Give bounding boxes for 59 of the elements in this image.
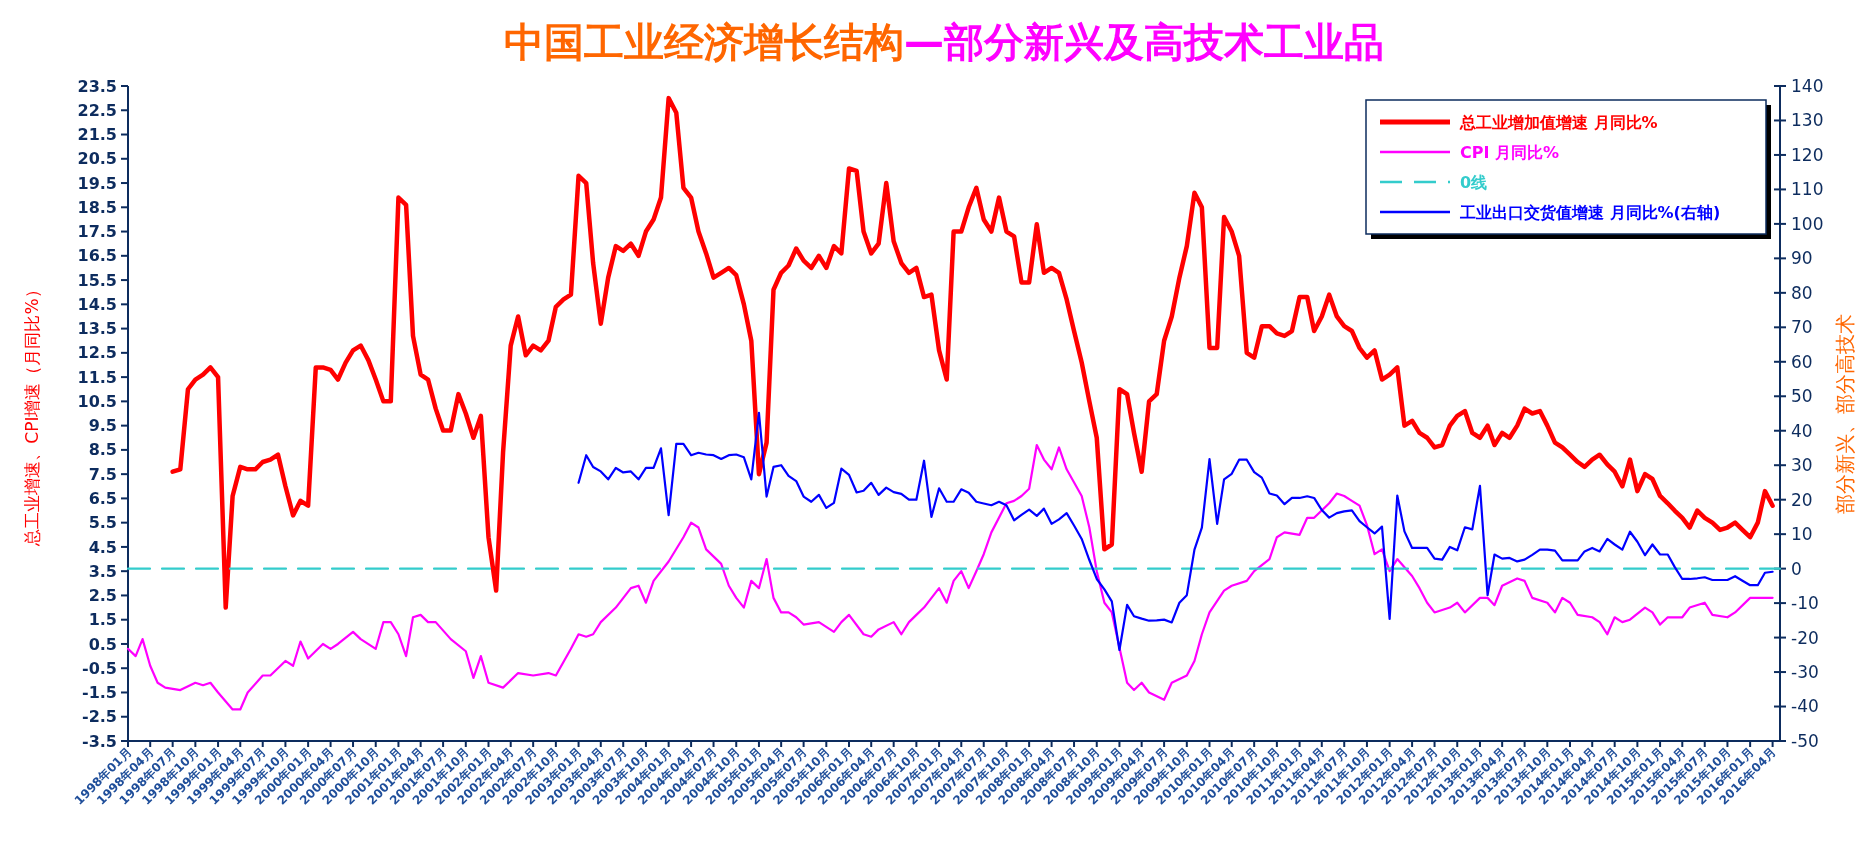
y2-tick-label: 60: [1791, 351, 1813, 372]
y-tick-label: 18.5: [77, 197, 117, 217]
chart-subtitle: —部分新兴及高技术工业品: [904, 19, 1384, 65]
y2-tick-label: 50: [1791, 386, 1813, 407]
y2-tick-label: -10: [1791, 593, 1819, 614]
y2-tick-label: 90: [1791, 248, 1813, 269]
y2-tick-label: 20: [1791, 489, 1813, 510]
legend-label: 工业出口交货值增速 月同比%(右轴): [1459, 202, 1721, 222]
y2-tick-label: -40: [1791, 696, 1819, 717]
y2-axis-title: 部分新兴、部分高技术: [1833, 313, 1857, 514]
y-axis-title: 总工业增速、CPI增速（月同比%）: [22, 281, 42, 547]
y2-tick-label: 80: [1791, 282, 1813, 303]
y2-tick-label: 140: [1791, 75, 1824, 96]
y-tick-label: 13.5: [77, 319, 117, 339]
line-series: [577, 411, 1774, 652]
y-tick-label: 2.5: [88, 586, 117, 606]
y-tick-label: 11.5: [77, 367, 117, 387]
y-tick-label: -2.5: [82, 707, 117, 727]
y2-tick-label: 30: [1791, 455, 1813, 476]
y2-tick-label: 70: [1791, 317, 1813, 338]
y2-tick-label: -30: [1791, 662, 1819, 682]
y2-tick-label: -50: [1791, 730, 1819, 751]
y-tick-label: 9.5: [88, 416, 117, 436]
y2-tick-label: 120: [1791, 144, 1824, 165]
y-tick-label: -0.5: [82, 658, 117, 678]
y-tick-label: 19.5: [77, 173, 117, 193]
y-tick-label: 15.5: [77, 270, 117, 290]
y-tick-label: 23.5: [77, 76, 117, 96]
chart-title: 中国工业经济增长结构: [504, 19, 904, 65]
y2-tick-label: 10: [1791, 524, 1813, 545]
y-tick-label: 10.5: [77, 391, 117, 411]
y-tick-label: 8.5: [88, 440, 117, 460]
y2-tick-label: -20: [1791, 627, 1819, 648]
y-tick-label: 3.5: [88, 561, 117, 581]
y-tick-label: 22.5: [77, 100, 117, 120]
y-tick-label: 6.5: [88, 489, 117, 509]
y2-tick-label: 130: [1791, 110, 1824, 131]
y-tick-label: 1.5: [88, 610, 117, 630]
y-tick-label: -3.5: [82, 731, 117, 751]
legend-label: 0线: [1460, 172, 1488, 192]
y-tick-label: 12.5: [77, 343, 117, 363]
y2-tick-label: 110: [1791, 179, 1824, 200]
y-tick-label: -1.5: [82, 683, 117, 703]
line-series: [126, 443, 1774, 711]
line-series: [170, 95, 1775, 610]
y-tick-label: 20.5: [77, 149, 117, 169]
y-tick-label: 17.5: [77, 222, 117, 242]
y-tick-label: 14.5: [77, 294, 117, 314]
y-tick-label: 16.5: [77, 246, 117, 266]
y-tick-label: 0.5: [88, 634, 117, 654]
legend-label: CPI 月同比%: [1460, 142, 1560, 162]
y2-tick-label: 0: [1791, 558, 1802, 579]
y-tick-label: 7.5: [88, 464, 117, 484]
y-tick-label: 5.5: [88, 513, 117, 533]
y-tick-label: 21.5: [77, 125, 117, 145]
y2-tick-label: 40: [1791, 420, 1813, 441]
legend-label: 总工业增加值增速 月同比%: [1459, 112, 1658, 132]
y-tick-label: 4.5: [88, 537, 117, 557]
y2-tick-label: 100: [1791, 213, 1824, 234]
